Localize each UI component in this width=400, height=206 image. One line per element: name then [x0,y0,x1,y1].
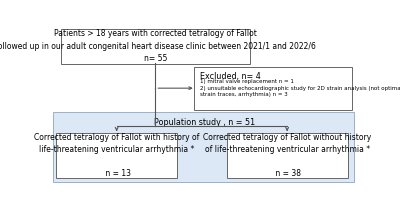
FancyBboxPatch shape [53,112,354,182]
Text: 1) mitral valve replacement n = 1
2) unsuitable echocardiographic study for 2D s: 1) mitral valve replacement n = 1 2) uns… [200,80,400,97]
FancyBboxPatch shape [56,133,177,178]
Text: Patients > 18 years with corrected tetralogy of Fallot
followed up in our adult : Patients > 18 years with corrected tetra… [0,29,316,63]
FancyBboxPatch shape [227,133,348,178]
Text: Excluded, n= 4: Excluded, n= 4 [200,71,261,81]
FancyBboxPatch shape [61,29,250,64]
FancyBboxPatch shape [194,67,352,110]
Text: Corrected tetralogy of Fallot without history
of life-threatening ventricular ar: Corrected tetralogy of Fallot without hi… [203,133,371,178]
Text: Population study , n = 51: Population study , n = 51 [154,118,256,127]
Text: Corrected tetralogy of Fallot with history of
life-threatening ventricular arrhy: Corrected tetralogy of Fallot with histo… [34,133,199,178]
